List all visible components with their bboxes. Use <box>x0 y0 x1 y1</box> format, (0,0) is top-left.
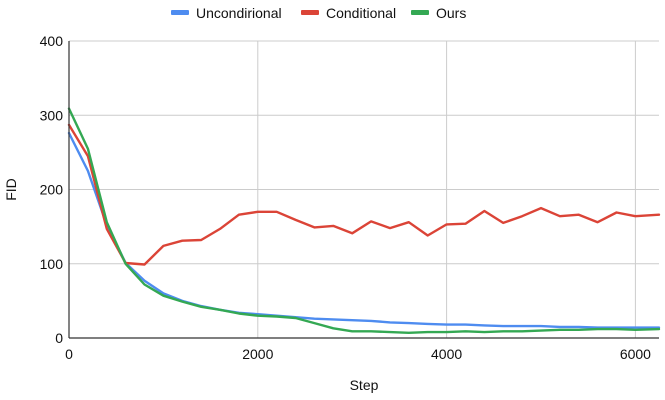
y-tick-label: 300 <box>40 107 64 123</box>
legend-swatch <box>411 10 429 15</box>
x-tick-label: 2000 <box>242 346 273 362</box>
x-tick-label: 0 <box>65 346 73 362</box>
legend-label: Ours <box>436 5 466 21</box>
y-axis-title: FID <box>3 178 19 201</box>
legend-label: Conditional <box>326 5 396 21</box>
legend-label: Uncondirional <box>196 5 282 21</box>
series-lines <box>67 107 661 334</box>
legend-swatch <box>301 10 319 15</box>
legend-swatch <box>171 10 189 15</box>
x-tick-label: 4000 <box>431 346 462 362</box>
x-tick-label: 6000 <box>620 346 651 362</box>
series-line <box>67 131 661 329</box>
y-tick-label: 0 <box>55 330 63 346</box>
series-line <box>67 107 661 334</box>
y-tick-label: 400 <box>40 33 64 49</box>
x-axis-title: Step <box>350 377 379 393</box>
series-line <box>67 123 661 266</box>
legend: Uncondirional Conditional Ours <box>171 5 466 21</box>
y-tick-label: 100 <box>40 256 64 272</box>
y-tick-label: 200 <box>40 182 64 198</box>
grid <box>69 40 659 338</box>
